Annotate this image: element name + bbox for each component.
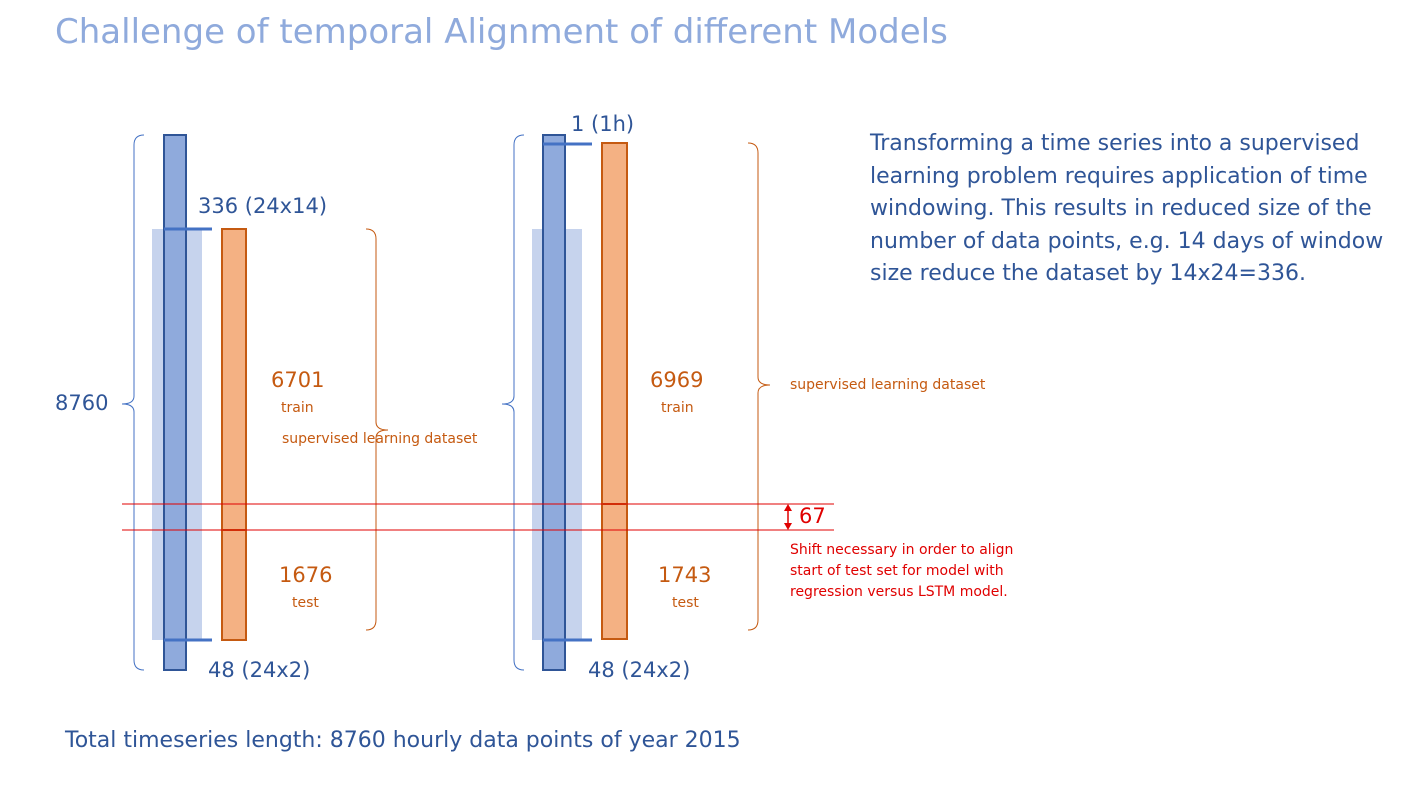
shift-value: 67 [799, 504, 826, 528]
right-test-bar [601, 503, 628, 640]
right-window-label: 1 (1h) [571, 112, 635, 136]
right-train-label: train [661, 400, 694, 416]
shift-arrow-head-down [784, 523, 792, 530]
right-test-value: 1743 [658, 563, 712, 587]
slide-title: Challenge of temporal Alignment of diffe… [55, 12, 948, 52]
left-dataset-brace [365, 228, 389, 631]
left-total-label: 8760 [55, 391, 109, 415]
shift-note: Shift necessary in order to align start … [790, 540, 1013, 603]
left-train-value: 6701 [271, 368, 325, 392]
right-train-value: 6969 [650, 368, 704, 392]
footer-text: Total timeseries length: 8760 hourly dat… [65, 728, 741, 753]
shift-arrow-head-up [784, 504, 792, 511]
left-train-label: train [281, 400, 314, 416]
left-bottom-label: 48 (24x2) [208, 658, 311, 682]
shift-note-line: Shift necessary in order to align [790, 542, 1014, 558]
right-test-label: test [672, 595, 699, 611]
left-test-value: 1676 [279, 563, 333, 587]
right-bottom-label: 48 (24x2) [588, 658, 691, 682]
left-dataset-label: supervised learning dataset [282, 431, 478, 447]
description-text: Transforming a time series into a superv… [870, 131, 1384, 286]
left-total-brace [121, 134, 145, 671]
left-window-label: 336 (24x14) [198, 194, 328, 218]
left-train-bar [221, 228, 247, 531]
right-total-brace [501, 134, 525, 671]
right-train-bar [601, 142, 628, 505]
right-timeseries-bar [542, 134, 566, 671]
left-timeseries-bar [163, 134, 187, 671]
right-dataset-brace [747, 142, 771, 631]
shift-note-line: regression versus LSTM model. [790, 584, 1008, 600]
right-dataset-label: supervised learning dataset [790, 377, 986, 393]
left-test-label: test [292, 595, 319, 611]
shift-note-line: start of test set for model with [790, 563, 1004, 579]
left-test-bar [221, 529, 247, 641]
